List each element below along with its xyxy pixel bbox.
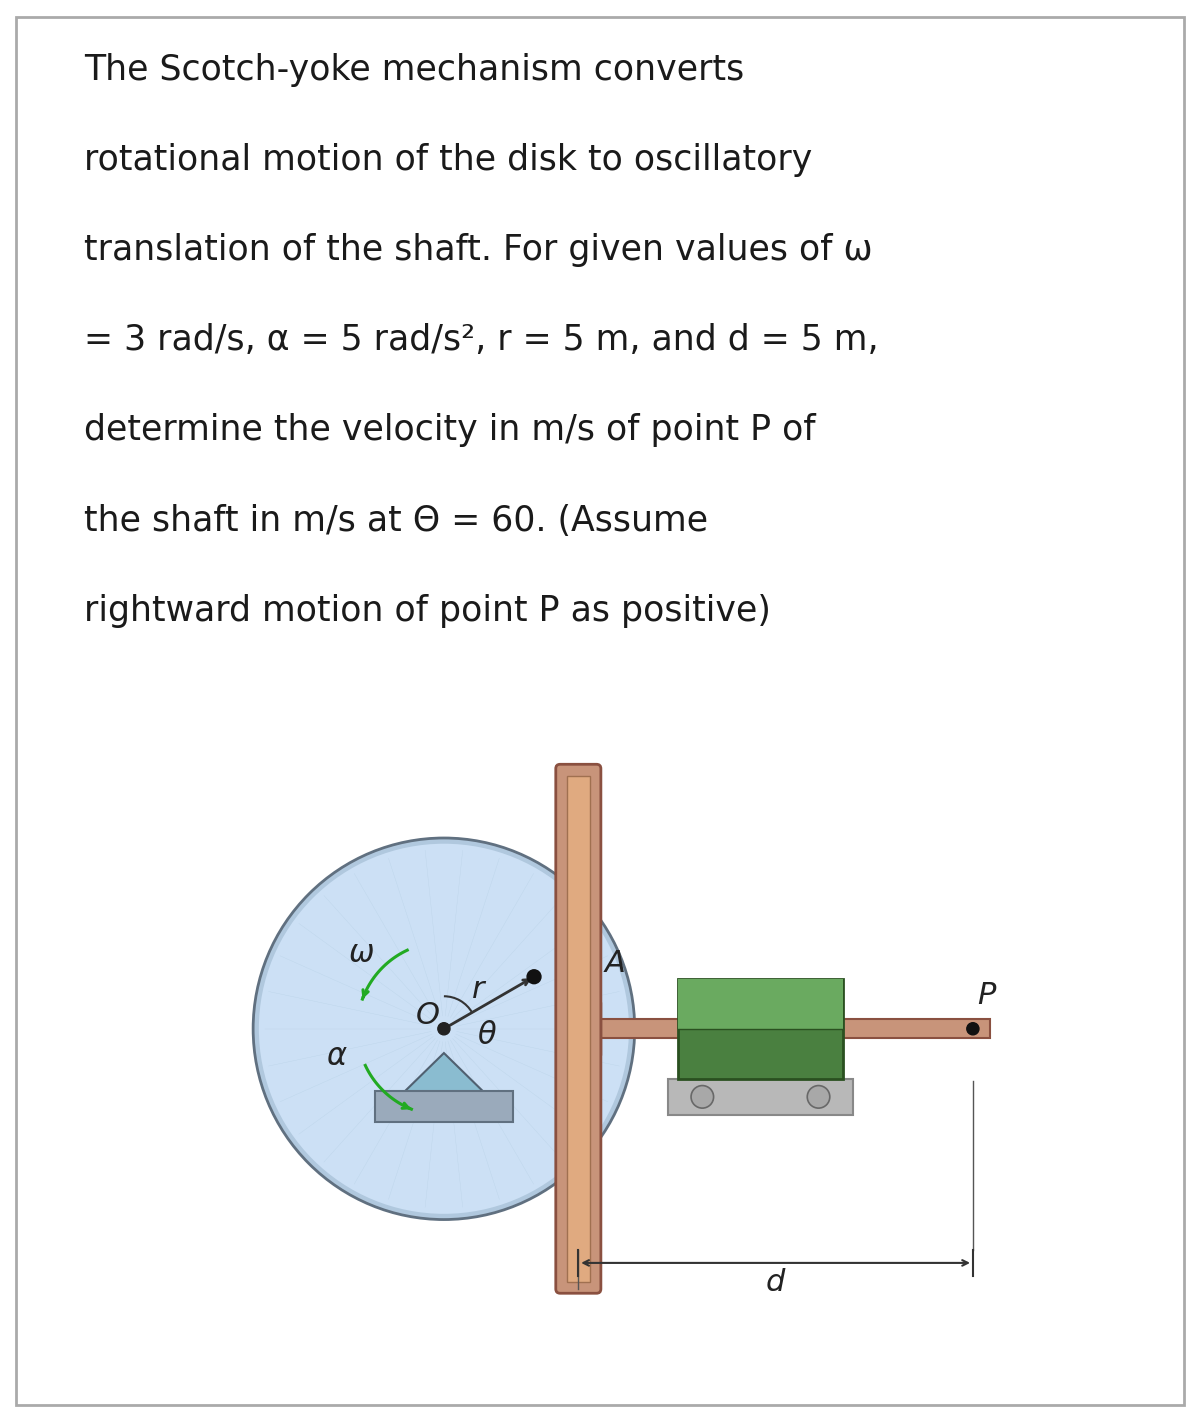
Text: d: d [766,1267,785,1297]
Text: translation of the shaft. For given values of ω: translation of the shaft. For given valu… [84,233,872,267]
Circle shape [691,1086,714,1108]
Text: rotational motion of the disk to oscillatory: rotational motion of the disk to oscilla… [84,143,812,177]
Text: $\theta$: $\theta$ [476,1022,497,1050]
Text: = 3 rad/s, α = 5 rad/s², r = 5 m, and d = 5 m,: = 3 rad/s, α = 5 rad/s², r = 5 m, and d … [84,324,878,358]
Text: A: A [605,949,625,979]
Bar [592,1019,990,1039]
Bar [374,1091,514,1122]
Text: the shaft in m/s at Θ = 60. (Assume: the shaft in m/s at Θ = 60. (Assume [84,504,708,538]
Text: O: O [416,1002,440,1030]
Circle shape [527,969,541,983]
Circle shape [808,1086,829,1108]
Text: ω: ω [349,939,374,968]
Bar [678,979,842,1078]
Text: rightward motion of point P as positive): rightward motion of point P as positive) [84,593,770,627]
Bar [678,979,842,1029]
Circle shape [253,839,635,1219]
Circle shape [438,1023,450,1034]
Polygon shape [404,1053,482,1091]
Text: r: r [472,975,484,1005]
FancyBboxPatch shape [556,765,601,1293]
Bar [568,776,589,1281]
Text: The Scotch-yoke mechanism converts: The Scotch-yoke mechanism converts [84,54,744,88]
Text: α: α [326,1043,347,1071]
Circle shape [259,844,629,1213]
Bar [556,1002,601,1056]
Text: P: P [977,982,996,1010]
Circle shape [967,1023,979,1034]
Text: determine the velocity in m/s of point P of: determine the velocity in m/s of point P… [84,413,816,447]
Bar [667,1078,853,1115]
